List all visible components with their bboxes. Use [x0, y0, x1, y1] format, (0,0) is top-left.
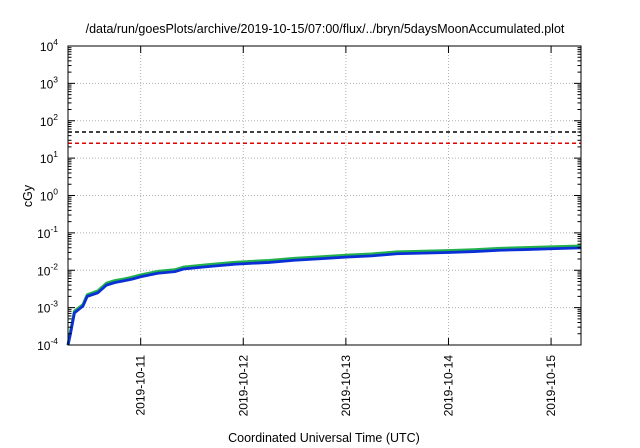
y-tick-exponent: 4 — [53, 37, 58, 47]
y-tick-exponent: -1 — [50, 224, 58, 234]
y-tick-exponent: 3 — [53, 74, 58, 84]
x-axis: 2019-10-11 2019-10-12 2019-10-13 2019-10-14… — [134, 46, 558, 416]
y-tick-label: 103 — [40, 74, 58, 91]
y-tick-base: 10 — [40, 115, 54, 129]
y-tick-label: 102 — [40, 112, 58, 129]
y-axis-label: cGy — [21, 184, 35, 207]
y-tick-exponent: 2 — [53, 112, 58, 122]
reference-lines — [68, 131, 581, 145]
x-tick-label: 2019-10-13 — [339, 355, 353, 417]
x-tick-label: 2019-10-12 — [236, 355, 250, 417]
plot-frame — [67, 45, 582, 346]
y-tick-base: 10 — [37, 339, 51, 353]
y-tick-label: 101 — [40, 149, 58, 166]
y-tick-label: 10-1 — [37, 224, 58, 241]
x-tick-label: 2019-10-14 — [441, 355, 455, 417]
x-axis-label: Coordinated Universal Time (UTC) — [228, 431, 420, 445]
y-tick-label: 10-2 — [37, 261, 58, 278]
y-tick-base: 10 — [40, 190, 54, 204]
series-line-2 — [66, 246, 582, 346]
y-tick-base: 10 — [40, 152, 54, 166]
y-tick-label: 104 — [40, 37, 58, 54]
y-tick-exponent: -4 — [50, 336, 58, 346]
y-tick-label: 100 — [40, 187, 58, 204]
y-tick-base: 10 — [40, 77, 54, 91]
x-tick-label: 2019-10-15 — [544, 355, 558, 417]
chart-title: /data/run/goesPlots/archive/2019-10-15/0… — [86, 22, 565, 36]
y-tick-base: 10 — [37, 264, 51, 278]
y-tick-label: 10-3 — [37, 299, 58, 316]
grid — [68, 46, 581, 345]
y-tick-exponent: -3 — [50, 299, 58, 309]
y-tick-exponent: 0 — [53, 187, 58, 197]
y-tick-base: 10 — [37, 227, 51, 241]
series-lines — [66, 244, 582, 346]
y-tick-exponent: -2 — [50, 261, 58, 271]
y-tick-base: 10 — [40, 40, 54, 54]
y-tick-label: 10-4 — [37, 336, 58, 353]
y-tick-exponent: 1 — [53, 149, 58, 159]
y-tick-base: 10 — [37, 302, 51, 316]
series-line-1 — [66, 244, 582, 346]
x-tick-label: 2019-10-11 — [134, 355, 148, 416]
